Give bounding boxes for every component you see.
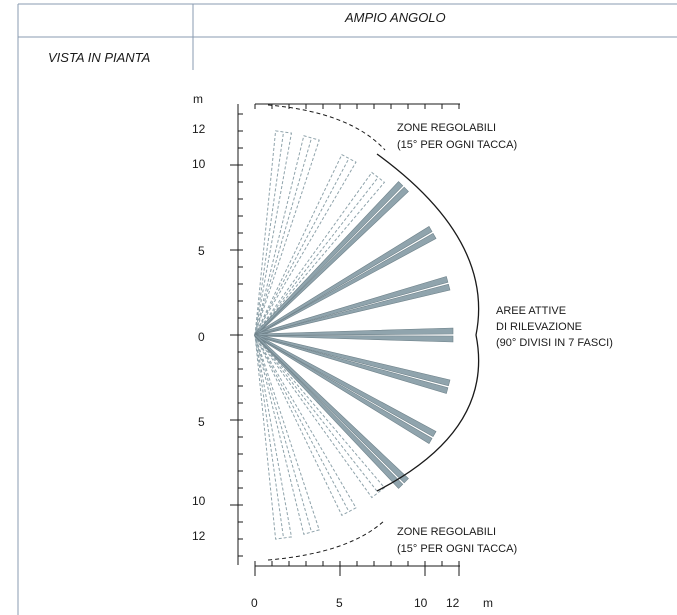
x-axis-bottom [254,561,460,576]
y-tick-12-top: 12 [192,122,206,136]
y-tick-5-top: 5 [198,244,205,258]
x-tick-12: 12 [446,596,460,610]
range-boundary-dashed-bottom [267,519,386,561]
active-beam-strip-lower [253,334,404,489]
adjustable-zone-1 [254,135,320,336]
adjustable-zone-outline [254,334,293,540]
y-tick-0: 0 [198,330,205,344]
adjustable-zone-center [254,177,379,336]
table-lines [17,3,677,615]
adjustable-zone-center [254,131,285,336]
x-axis-top [254,103,460,109]
adjustable-zone-center [254,334,285,539]
label-active-line1: AREE ATTIVE [496,305,566,317]
label-active-line2: DI RILEVAZIONE [496,321,582,333]
y-tick-10-top: 10 [192,157,206,171]
active-beam-0 [253,181,409,337]
active-beam-4 [254,333,451,394]
view-label: VISTA IN PIANTA [48,50,151,65]
adjustable-zones [254,130,386,540]
label-bottom-line1: ZONE REGOLABILI [397,526,496,538]
adjustable-zone-4 [254,334,386,499]
y-axis-unit: m [193,92,203,106]
y-tick-5-bottom: 5 [198,415,205,429]
adjustable-zone-outline [254,334,386,499]
active-beam-strip-upper [254,333,409,484]
label-top-line2: (15° PER OGNI TACCA) [397,139,517,151]
label-bottom-line2: (15° PER OGNI TACCA) [397,543,517,555]
adjustable-zone-6 [254,334,320,535]
active-beams [253,181,454,489]
adjustable-zone-center [254,334,379,493]
adjustable-zone-0 [254,130,293,336]
x-tick-0: 0 [251,596,258,610]
y-axis [230,104,243,565]
y-tick-12-bottom: 12 [192,529,206,543]
y-tick-10-bottom: 10 [192,494,206,508]
label-active-line3: (90° DIVISI IN 7 FASCI) [496,337,613,349]
range-boundary-dashed [267,104,386,151]
x-tick-10: 10 [414,596,428,610]
x-tick-5: 5 [336,596,343,610]
active-beam-3 [254,327,454,343]
header-title: AMPIO ANGOLO [345,10,446,25]
adjustable-zone-5 [254,334,357,517]
adjustable-zone-outline [254,334,357,517]
active-range-arc [376,153,480,492]
adjustable-zone-center [254,137,312,336]
adjustable-zone-outline [254,334,320,535]
adjustable-zone-outline [254,171,386,336]
adjustable-zone-center [254,334,350,512]
adjustable-zone-center [254,334,312,533]
adjustable-zone-outline [254,135,320,336]
active-beam-6 [253,333,409,489]
adjustable-zone-outline [254,130,293,336]
adjustable-zone-outline [254,153,357,336]
adjustable-zone-7 [254,334,293,540]
label-top-line1: ZONE REGOLABILI [397,122,496,134]
x-axis-unit: m [483,596,493,610]
adjustable-zone-3 [254,171,386,336]
